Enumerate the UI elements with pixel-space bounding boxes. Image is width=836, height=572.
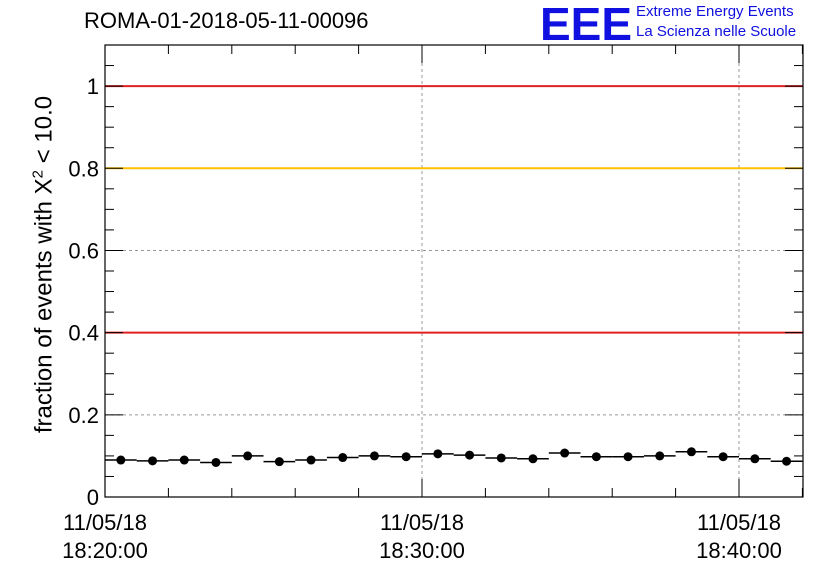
data-point bbox=[496, 453, 506, 463]
data-point bbox=[401, 452, 411, 462]
data-point bbox=[116, 455, 126, 465]
data-point bbox=[465, 450, 475, 460]
data-point bbox=[211, 457, 221, 467]
logo-caption-line1: Extreme Energy Events bbox=[636, 3, 794, 20]
chart-title: ROMA-01-2018-05-11-00096 bbox=[84, 8, 369, 33]
data-point bbox=[179, 455, 189, 465]
eee-logo: EEE bbox=[540, 0, 633, 50]
data-point bbox=[338, 453, 348, 463]
y-tick-label: 0.6 bbox=[68, 238, 99, 263]
data-point bbox=[782, 456, 792, 466]
data-point bbox=[306, 455, 316, 465]
y-tick-label: 0.2 bbox=[68, 403, 99, 428]
logo-caption: Extreme Energy Events La Scienza nelle S… bbox=[636, 2, 796, 42]
data-point bbox=[528, 454, 538, 464]
data-point bbox=[274, 457, 284, 467]
data-point bbox=[655, 451, 665, 461]
logo-caption-line2: La Scienza nelle Scuole bbox=[636, 23, 797, 40]
data-point bbox=[369, 451, 379, 461]
data-point bbox=[686, 447, 696, 457]
y-tick-label: 0.8 bbox=[68, 156, 99, 181]
x-tick-label-time: 18:30:00 bbox=[379, 538, 465, 563]
data-point bbox=[750, 454, 760, 464]
x-tick-label-date: 11/05/18 bbox=[380, 510, 464, 535]
x-tick-label-time: 18:40:00 bbox=[696, 538, 782, 563]
y-tick-label: 0 bbox=[87, 485, 99, 510]
x-tick-label-time: 18:20:00 bbox=[62, 538, 148, 563]
x-tick-label-date: 11/05/18 bbox=[697, 510, 781, 535]
y-tick-label: 0.4 bbox=[68, 321, 99, 346]
plot-frame bbox=[104, 44, 804, 498]
data-point bbox=[148, 456, 158, 466]
data-point bbox=[718, 452, 728, 462]
data-point bbox=[243, 451, 253, 461]
data-point bbox=[433, 449, 443, 459]
data-point bbox=[623, 452, 633, 462]
x-tick-label-date: 11/05/18 bbox=[63, 510, 147, 535]
data-point bbox=[591, 452, 601, 462]
data-point bbox=[560, 448, 570, 458]
y-tick-label: 1 bbox=[87, 74, 99, 99]
